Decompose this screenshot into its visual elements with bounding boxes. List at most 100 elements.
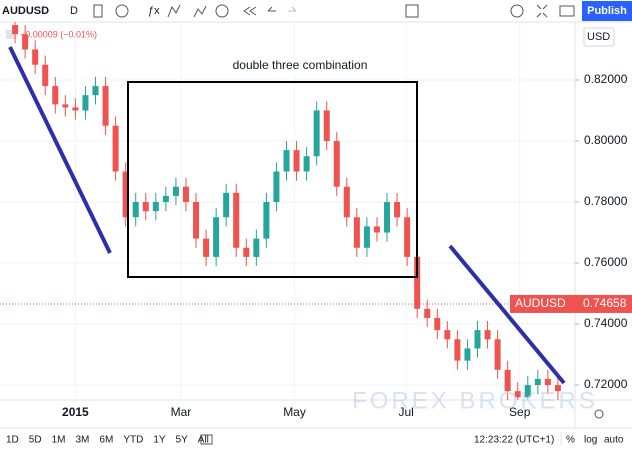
- candle-body: [444, 330, 451, 340]
- fullscreen-icon[interactable]: [536, 4, 548, 18]
- price-label-box: [510, 294, 632, 313]
- candle-body: [524, 385, 531, 398]
- candle-body: [504, 369, 511, 392]
- candle-body: [22, 34, 29, 50]
- candle-body: [303, 156, 310, 172]
- x-tick-label: Mar: [171, 405, 192, 419]
- snapshot-icon[interactable]: [559, 5, 575, 17]
- candle-body: [243, 247, 250, 257]
- range-button[interactable]: 1Y: [153, 435, 166, 446]
- undo-icon[interactable]: [267, 6, 276, 12]
- candle-body: [193, 202, 200, 239]
- range-button[interactable]: YTD: [123, 435, 143, 446]
- candle-body: [293, 150, 300, 172]
- candle-body: [384, 202, 391, 233]
- candle-body: [62, 104, 69, 108]
- collapse-button[interactable]: [6, 30, 16, 39]
- candle-body: [263, 202, 270, 239]
- x-tick-label: Sep: [509, 405, 531, 419]
- compare-icon[interactable]: [193, 5, 207, 18]
- candle-body: [414, 256, 421, 309]
- candle-body: [233, 192, 240, 248]
- candle-body: [323, 110, 330, 141]
- candle-body: [514, 391, 521, 398]
- percent-toggle[interactable]: %: [566, 435, 575, 446]
- redo-icon[interactable]: [288, 6, 297, 12]
- y-tick-label: 0.80000: [584, 133, 628, 147]
- auto-toggle[interactable]: auto: [604, 435, 624, 446]
- alert-icon[interactable]: [215, 4, 229, 18]
- candle-body: [404, 217, 411, 257]
- clock: 12:23:22 (UTC+1): [474, 435, 554, 446]
- range-button[interactable]: 5Y: [176, 435, 189, 446]
- candle-body: [92, 86, 99, 96]
- candle-body: [132, 202, 139, 218]
- replay-icon[interactable]: [243, 6, 257, 16]
- currency-label[interactable]: USD: [587, 31, 610, 43]
- candle-body: [203, 238, 210, 257]
- candle-body: [333, 140, 340, 187]
- candle-body: [72, 107, 79, 111]
- publish-label[interactable]: Publish: [587, 5, 627, 17]
- candle-body: [273, 171, 280, 202]
- candle-body: [82, 95, 89, 111]
- candle-body: [474, 330, 481, 349]
- candle-body: [353, 217, 360, 248]
- axis-settings-icon[interactable]: [594, 409, 604, 419]
- annotation: double three combination: [233, 58, 368, 72]
- candle-body: [32, 49, 39, 65]
- legend-change: −0.00009 (−0.01%): [20, 29, 97, 39]
- y-tick-label: 0.74000: [584, 316, 628, 330]
- log-toggle[interactable]: log: [584, 435, 597, 446]
- symbol-button[interactable]: AUDUSD: [2, 5, 49, 17]
- currency-box[interactable]: [583, 27, 615, 47]
- range-button[interactable]: 3M: [76, 435, 90, 446]
- candle-body: [343, 186, 350, 218]
- range-button[interactable]: 6M: [99, 435, 113, 446]
- range-button[interactable]: 1M: [52, 435, 66, 446]
- candle-body: [313, 110, 320, 157]
- candle-body: [122, 171, 129, 218]
- candle-body: [213, 217, 220, 257]
- indicator-icon[interactable]: [115, 4, 129, 18]
- range-button[interactable]: All: [198, 435, 209, 446]
- candle-body: [162, 195, 169, 202]
- candle-body: [142, 202, 149, 212]
- candle-body: [112, 125, 119, 172]
- candle-body: [464, 348, 471, 361]
- layout-icon[interactable]: [405, 4, 419, 18]
- range-bar: 1D 5D 1M 3M 6M YTD 1Y 5Y All: [6, 435, 209, 446]
- candle-body: [42, 64, 49, 87]
- x-tick-label: Jul: [398, 405, 413, 419]
- toolbar: [0, 0, 632, 22]
- candle-body: [494, 339, 501, 370]
- candle-icon[interactable]: [93, 4, 103, 18]
- settings-icon[interactable]: [510, 4, 524, 18]
- trend-line: [8, 46, 112, 254]
- candle-body: [544, 378, 551, 386]
- candle-body: [434, 317, 441, 331]
- y-tick-label: 0.78000: [584, 194, 628, 208]
- range-button[interactable]: 1D: [6, 435, 19, 446]
- candle-body: [373, 226, 380, 233]
- watermark: FOREX BROKERS: [352, 387, 598, 414]
- candle-body: [223, 192, 230, 218]
- y-tick-label: 0.76000: [584, 255, 628, 269]
- price-label-name: AUDUSD: [515, 296, 566, 310]
- publish-button[interactable]: [582, 1, 632, 21]
- interval-button[interactable]: D: [70, 5, 78, 17]
- fx-icon[interactable]: ƒx: [148, 5, 160, 17]
- candle-body: [394, 202, 401, 218]
- price-label-value: 0.74658: [583, 296, 627, 310]
- candle-body: [554, 385, 561, 392]
- candle-body: [283, 150, 290, 172]
- y-tick-label: 0.72000: [584, 377, 628, 391]
- date-range-icon[interactable]: [200, 434, 213, 445]
- candle-body: [102, 86, 109, 126]
- candle-body: [454, 339, 461, 361]
- toolbar-icons: [93, 4, 575, 18]
- chart-type-icon[interactable]: [167, 4, 181, 18]
- range-button[interactable]: 5D: [29, 435, 42, 446]
